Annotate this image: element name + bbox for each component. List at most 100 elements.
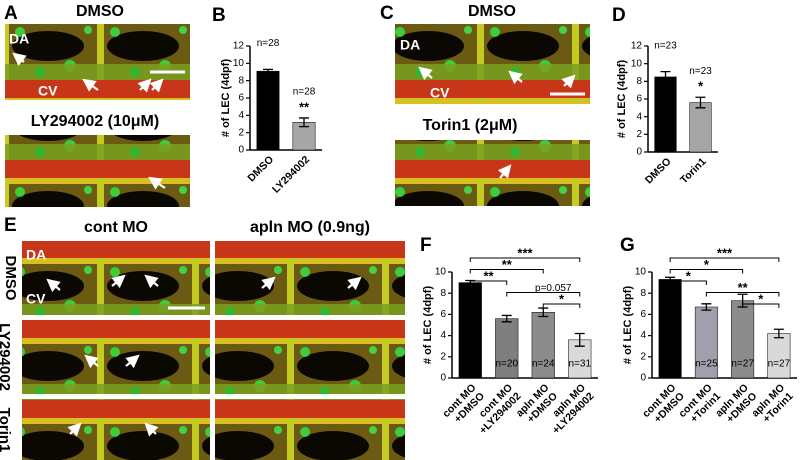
micrograph bbox=[215, 320, 405, 394]
significance-label: * bbox=[704, 257, 710, 272]
y-tick-label: 2 bbox=[440, 351, 446, 362]
significance-label: ** bbox=[502, 257, 513, 272]
significance-bracket bbox=[705, 292, 780, 297]
significance-bracket bbox=[669, 257, 780, 262]
arrow bbox=[561, 74, 576, 89]
x-tick-label: cont MO+DMSO bbox=[640, 382, 687, 429]
image-label: DA bbox=[9, 31, 29, 47]
panel-title: LY294002 (10μM) bbox=[31, 113, 159, 130]
significance-label: * bbox=[686, 268, 692, 283]
arrow bbox=[111, 274, 126, 289]
n-label: n=26 bbox=[659, 359, 682, 370]
micrograph bbox=[215, 399, 405, 460]
n-label: n=22 bbox=[459, 359, 482, 370]
y-axis-label: # of LEC (4dpf) bbox=[616, 60, 628, 139]
error-bar bbox=[299, 117, 309, 128]
arrow bbox=[12, 52, 27, 67]
n-label: n=23 bbox=[689, 66, 712, 77]
arrow bbox=[261, 276, 276, 291]
y-tick-label: 6 bbox=[640, 309, 646, 320]
image-label: CV bbox=[430, 85, 450, 101]
n-label: n=28 bbox=[257, 38, 280, 49]
significance-bracket bbox=[742, 303, 780, 308]
y-axis-label: # of LEC (4dpf) bbox=[220, 59, 232, 138]
panel-letter: G bbox=[620, 235, 635, 256]
n-label: n=28 bbox=[293, 87, 316, 98]
arrow bbox=[149, 78, 164, 93]
y-tick-label: 12 bbox=[233, 41, 245, 52]
significance-bracket bbox=[469, 280, 508, 285]
y-tick-label: 2 bbox=[238, 127, 244, 138]
significance-label: ** bbox=[738, 280, 749, 295]
micrograph bbox=[22, 241, 210, 315]
row-label: LY294002(5μM) bbox=[0, 323, 13, 391]
y-tick-label: 4 bbox=[636, 111, 642, 122]
significance-bracket bbox=[506, 292, 581, 297]
significance-bracket bbox=[669, 280, 707, 285]
y-tick-label: 12 bbox=[631, 41, 643, 52]
arrow bbox=[144, 422, 159, 437]
significance-label: *** bbox=[717, 245, 733, 260]
arrow bbox=[144, 274, 159, 289]
row-label: DMSO bbox=[2, 256, 19, 301]
y-tick-label: 10 bbox=[631, 58, 643, 69]
x-tick-label: LY294002 bbox=[270, 153, 312, 195]
y-axis-label: # of LEC (4dpf) bbox=[422, 286, 434, 365]
y-tick-label: 4 bbox=[440, 330, 446, 341]
x-tick-label: cont MO+Torin1 bbox=[676, 381, 723, 428]
significance-label: *** bbox=[517, 245, 533, 260]
error-bar bbox=[538, 307, 549, 318]
bar bbox=[654, 76, 677, 153]
arrow bbox=[137, 78, 152, 93]
n-label: n=24 bbox=[532, 359, 555, 370]
significance-label: * bbox=[758, 291, 764, 306]
significance-bracket bbox=[469, 257, 581, 262]
n-label: n=27 bbox=[768, 359, 791, 370]
n-label: n=31 bbox=[568, 359, 591, 370]
significance-label: p=0.057 bbox=[535, 283, 572, 294]
error-bar bbox=[660, 70, 671, 83]
x-tick-label: apln MO+Torin1 bbox=[749, 381, 795, 427]
y-tick-label: 0 bbox=[636, 147, 642, 158]
y-tick-label: 0 bbox=[640, 373, 646, 384]
arrow bbox=[418, 66, 433, 81]
panel-letter: F bbox=[420, 235, 432, 256]
row-label: Torin1(1μM) bbox=[0, 408, 13, 453]
y-axis-label: # of LEC (4dpf) bbox=[622, 286, 634, 365]
arrow bbox=[125, 354, 140, 369]
micrograph bbox=[22, 320, 210, 394]
significance-bracket bbox=[469, 269, 544, 274]
y-tick-label: 0 bbox=[440, 373, 446, 384]
y-tick-label: 6 bbox=[440, 309, 446, 320]
y-tick-label: 8 bbox=[440, 288, 446, 299]
column-header: cont MO bbox=[84, 219, 148, 236]
error-bar bbox=[501, 314, 512, 323]
arrow bbox=[67, 422, 82, 437]
micrograph bbox=[215, 241, 405, 315]
arrow bbox=[347, 276, 362, 291]
image-label: CV bbox=[38, 83, 58, 99]
panel-letter: A bbox=[4, 3, 18, 24]
panel-letter: E bbox=[4, 215, 17, 236]
y-tick-label: 8 bbox=[636, 76, 642, 87]
panel-letter: B bbox=[212, 5, 226, 26]
significance-bracket bbox=[669, 269, 744, 274]
bar bbox=[256, 70, 280, 151]
y-tick-label: 6 bbox=[636, 94, 642, 105]
arrow bbox=[508, 70, 523, 85]
n-label: n=23 bbox=[654, 40, 677, 51]
y-tick-label: 6 bbox=[238, 93, 244, 104]
x-tick-label: Torin1 bbox=[678, 155, 709, 186]
x-tick-label: apln MO+DMSO bbox=[713, 382, 759, 428]
n-label: n=25 bbox=[695, 359, 718, 370]
arrow bbox=[148, 176, 166, 190]
x-tick-label: cont MO+DMSO bbox=[440, 382, 487, 429]
arrow bbox=[82, 78, 99, 92]
significance-label: * bbox=[698, 79, 704, 94]
error-bar bbox=[574, 332, 585, 347]
n-label: n=27 bbox=[731, 359, 754, 370]
y-tick-label: 0 bbox=[238, 145, 244, 156]
micrograph bbox=[5, 135, 190, 207]
panel-title: DMSO bbox=[468, 3, 516, 20]
